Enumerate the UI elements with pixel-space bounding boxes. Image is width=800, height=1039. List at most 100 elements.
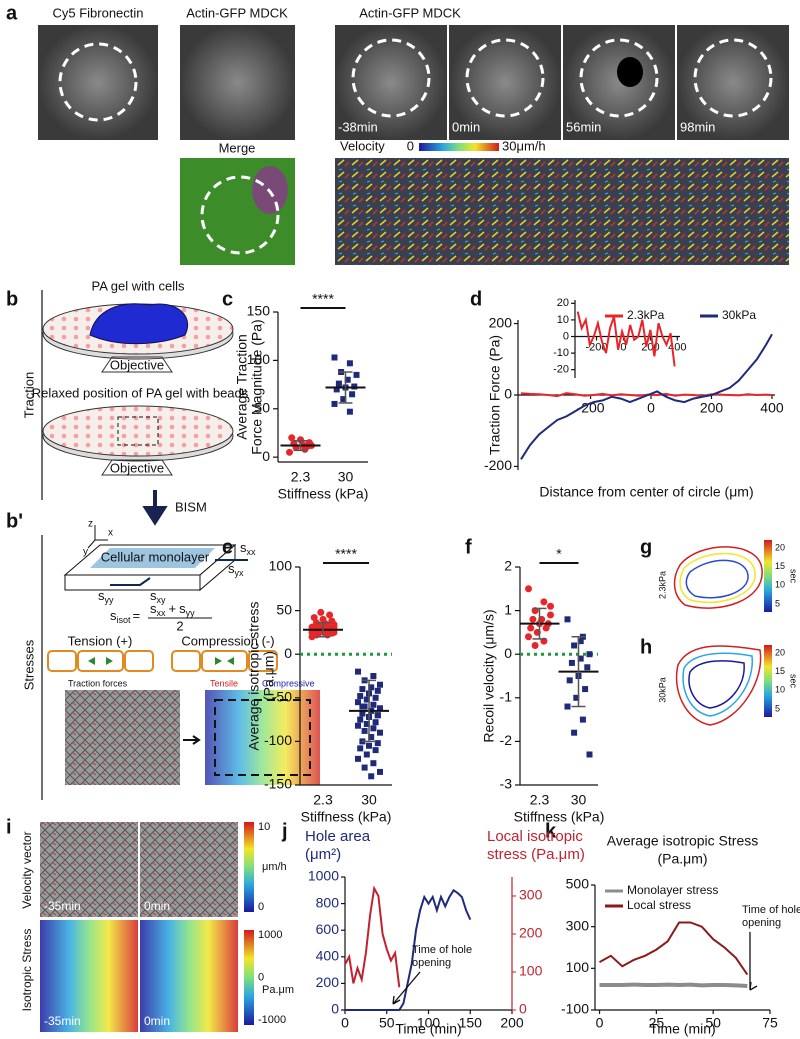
x-tick-label: 2.3	[313, 792, 333, 808]
point	[370, 673, 377, 679]
point	[377, 705, 383, 712]
image-label: Actin-GFP MDCK	[359, 5, 461, 20]
point	[370, 760, 377, 767]
colorbar-tick: 5	[775, 703, 780, 713]
roi-box	[214, 699, 311, 776]
series-line	[599, 982, 748, 988]
point	[355, 755, 361, 762]
point	[310, 614, 318, 622]
stiffness-label: 30kPa	[657, 677, 667, 703]
point	[331, 400, 338, 407]
axis-title: Time of hole	[742, 904, 800, 916]
x-tick-label: 30	[361, 792, 377, 808]
point	[368, 684, 375, 691]
gel	[42, 405, 234, 457]
y-tick-label: 200	[316, 974, 340, 990]
point	[361, 764, 368, 771]
point	[542, 624, 550, 632]
time-label: 0min	[144, 899, 170, 913]
point	[566, 677, 573, 684]
point	[584, 664, 591, 671]
symbol: s	[228, 561, 235, 576]
colorbar-tick: 0	[258, 971, 264, 983]
point	[359, 703, 366, 710]
roi-circle	[200, 175, 280, 255]
time-label: 98min	[680, 119, 715, 134]
panel-label: g	[640, 536, 652, 558]
y-tick-label: -20	[553, 364, 569, 376]
x-axis-title: Time (min)	[649, 1021, 715, 1037]
x-tick-label: 30	[571, 792, 587, 808]
stress-arrow	[110, 559, 248, 586]
x-axis-title: Stiffness (kPa)	[514, 809, 605, 825]
stiffness-label: 2.3kPa	[657, 571, 667, 599]
axis-title: Average isotropic Stress	[607, 833, 758, 849]
row-label: Isotropic Stress	[20, 929, 34, 1012]
y-tick-label: 0	[262, 448, 270, 464]
panel-label: b	[6, 288, 18, 310]
significance: ****	[312, 291, 334, 307]
x-tick-label: 2.3	[291, 469, 311, 485]
symbol: s	[179, 601, 186, 616]
panel-label: i	[6, 816, 12, 838]
x-tick-label: 2.3	[530, 792, 550, 808]
y-tick-label: 100	[247, 351, 271, 367]
colorbar-tick: 15	[775, 561, 785, 571]
side-label: Traction	[21, 372, 36, 418]
colorbar-unit: Pa.μm	[262, 984, 294, 996]
axis-label: z	[88, 519, 93, 530]
monolayer	[90, 548, 215, 568]
point	[547, 611, 554, 619]
point	[359, 686, 366, 693]
y-tick-label: 50	[254, 399, 270, 415]
point	[372, 747, 379, 754]
point	[374, 712, 381, 719]
subscript: yy	[105, 595, 115, 605]
colorbar-tick: 20	[775, 647, 785, 657]
series-line	[345, 888, 472, 1011]
point	[349, 391, 356, 398]
x-tick-label: 0	[596, 1015, 604, 1031]
point	[340, 396, 347, 403]
y-tick-label: 200	[489, 314, 513, 330]
y-tick-label: 100	[269, 558, 293, 574]
time-label: -35min	[44, 1014, 81, 1028]
colorbar-tick: 10	[775, 685, 785, 695]
point	[359, 710, 366, 717]
stress-map	[205, 690, 320, 785]
caption: Compressive	[262, 678, 315, 688]
caption: BISM	[175, 499, 207, 514]
caption: Compression (-)	[181, 633, 274, 648]
formula: sisot =	[110, 608, 140, 625]
colorbar-tick: 1000	[258, 929, 282, 941]
point	[564, 703, 571, 710]
point	[525, 585, 532, 593]
point	[529, 615, 537, 623]
y-tick-label: 300	[566, 917, 590, 933]
caption: Cellular monolayer	[101, 549, 210, 564]
axis-title: Force Magnitude (Pa)	[249, 319, 265, 454]
y-tick-label: 0	[563, 330, 569, 342]
series-line	[344, 885, 401, 988]
significance: *	[556, 546, 562, 562]
point	[335, 380, 342, 387]
y2-tick-label: 200	[519, 925, 543, 941]
x-tick-label: -200	[577, 400, 605, 416]
panel-label: b'	[6, 510, 23, 532]
y2-tick-label: 300	[519, 887, 543, 903]
y-tick-label: 20	[557, 297, 569, 309]
panel-label: f	[465, 536, 472, 558]
subscript: xy	[157, 595, 167, 605]
subscript: isot	[117, 615, 132, 625]
y-tick-label: 0	[504, 645, 512, 661]
colorbar-label: 30μm/h	[502, 138, 546, 153]
colorbar-unit: μm/h	[262, 861, 287, 873]
stress-label: syx	[228, 561, 244, 578]
colorbar-unit: sec	[789, 569, 799, 584]
point	[586, 651, 593, 658]
x-tick-label: 100	[417, 1015, 441, 1031]
point	[547, 602, 554, 610]
y-tick-label: -1	[500, 689, 513, 705]
stress-label: sxy	[150, 588, 166, 605]
